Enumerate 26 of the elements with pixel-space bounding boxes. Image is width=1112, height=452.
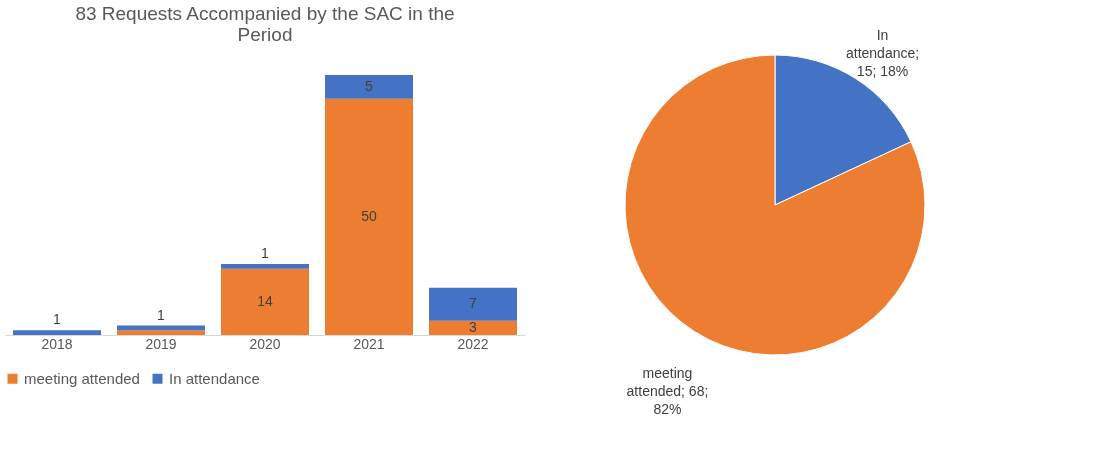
legend-label: In attendance <box>169 369 260 387</box>
legend-label: meeting attended <box>24 369 140 387</box>
data-label: 1 <box>53 311 62 328</box>
data-label: 50 <box>361 207 377 224</box>
bar <box>117 330 205 335</box>
data-label: 1 <box>157 306 166 323</box>
bar <box>325 75 413 99</box>
data-label: 1 <box>261 245 270 262</box>
data-label: 5 <box>365 77 374 94</box>
bar <box>221 264 309 269</box>
chart-title: 83 Requests Accompanied by the SAC in the Period <box>75 3 455 45</box>
slice-label: meeting attended; 68; 82% <box>626 364 709 417</box>
bar <box>429 287 517 321</box>
bar <box>325 98 413 335</box>
bar <box>13 330 101 335</box>
x-tick-label: 2019 <box>145 335 177 352</box>
data-label: 7 <box>469 295 478 312</box>
bar <box>429 320 517 335</box>
x-tick-label: 2018 <box>41 335 73 352</box>
bar <box>221 268 309 335</box>
x-tick-label: 2022 <box>457 335 489 352</box>
data-label: 14 <box>257 292 273 309</box>
x-tick-label: 2020 <box>249 335 281 352</box>
x-tick-label: 2021 <box>353 335 385 352</box>
data-label: 3 <box>469 318 478 335</box>
slice-label: In attendance; 15; 18% <box>845 27 920 80</box>
